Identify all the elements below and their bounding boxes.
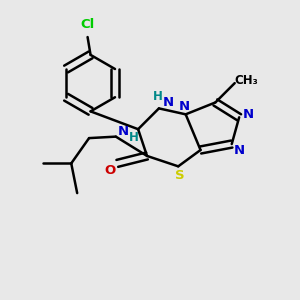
Text: N: N	[162, 96, 173, 109]
Text: Cl: Cl	[80, 18, 95, 31]
Text: CH₃: CH₃	[234, 74, 258, 87]
Text: H: H	[129, 131, 139, 144]
Text: N: N	[118, 125, 129, 138]
Text: N: N	[242, 108, 253, 121]
Text: O: O	[104, 164, 116, 177]
Text: H: H	[152, 90, 162, 103]
Text: N: N	[178, 100, 190, 113]
Text: N: N	[234, 143, 245, 157]
Text: S: S	[175, 169, 184, 182]
